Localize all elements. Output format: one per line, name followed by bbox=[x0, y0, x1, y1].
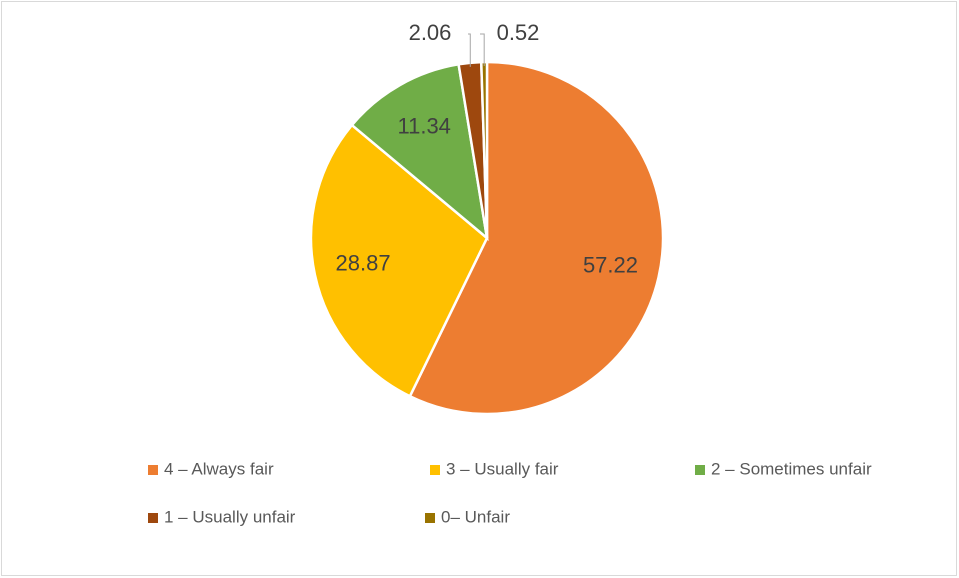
pie-slice bbox=[350, 62, 489, 242]
pie-slice bbox=[309, 123, 489, 398]
legend-swatch bbox=[695, 465, 705, 475]
leader-line bbox=[480, 33, 485, 67]
legend-label: 4 – Always fair bbox=[164, 459, 274, 478]
legend-swatch bbox=[430, 465, 440, 475]
legend-swatch bbox=[148, 465, 158, 475]
data-label: 11.34 bbox=[398, 114, 451, 139]
legend-label: 2 – Sometimes unfair bbox=[711, 459, 872, 478]
leader-line bbox=[468, 33, 471, 67]
data-label: 28.87 bbox=[336, 250, 391, 275]
legend-label: 1 – Usually unfair bbox=[164, 507, 296, 526]
data-label: 57.22 bbox=[583, 252, 638, 277]
legend-label: 3 – Usually fair bbox=[446, 459, 559, 478]
legend-swatch bbox=[148, 513, 158, 523]
legend-swatch bbox=[425, 513, 435, 523]
data-label: 2.06 bbox=[409, 20, 452, 45]
data-label: 0.52 bbox=[497, 20, 540, 45]
legend-label: 0– Unfair bbox=[441, 507, 510, 526]
pie-slice bbox=[408, 60, 665, 416]
